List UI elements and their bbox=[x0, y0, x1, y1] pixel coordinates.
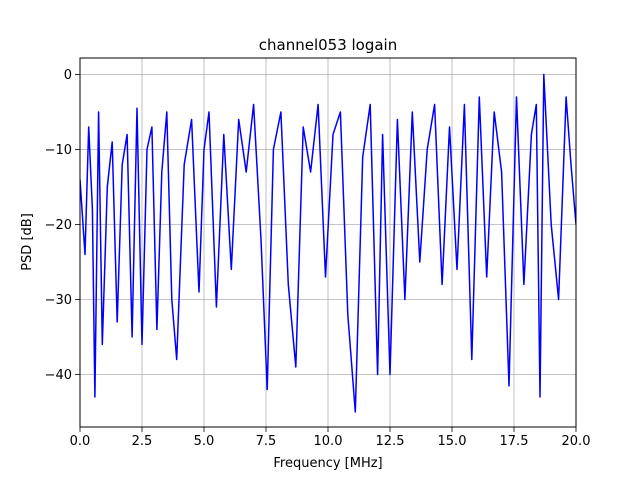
x-tick-label: 7.5 bbox=[256, 434, 277, 449]
x-tick-label: 10.0 bbox=[314, 434, 343, 449]
y-tick-label: −20 bbox=[45, 218, 72, 233]
x-tick-label: 20.0 bbox=[562, 434, 591, 449]
y-tick-label: −10 bbox=[45, 143, 72, 158]
x-tick-label: 0.0 bbox=[70, 434, 91, 449]
y-tick-label: −40 bbox=[45, 368, 72, 383]
y-tick-label: −30 bbox=[45, 293, 72, 308]
x-tick-label: 2.5 bbox=[132, 434, 153, 449]
x-tick-label: 5.0 bbox=[194, 434, 215, 449]
x-tick-label: 17.5 bbox=[500, 434, 529, 449]
chart-title: channel053 logain bbox=[259, 36, 398, 54]
x-tick-label: 12.5 bbox=[376, 434, 405, 449]
axis-ticks: 0.0 2.5 5.0 7.5 10.0 12.5 15.0 17.5 20.0 0 −10 −20 −… bbox=[45, 68, 591, 449]
series-line-psd bbox=[80, 73, 576, 413]
x-tick-label: 15.0 bbox=[438, 434, 467, 449]
y-tick-label: 0 bbox=[64, 68, 72, 83]
x-axis-title: Frequency [MHz] bbox=[273, 456, 382, 471]
y-axis-title: PSD [dB] bbox=[20, 213, 35, 271]
